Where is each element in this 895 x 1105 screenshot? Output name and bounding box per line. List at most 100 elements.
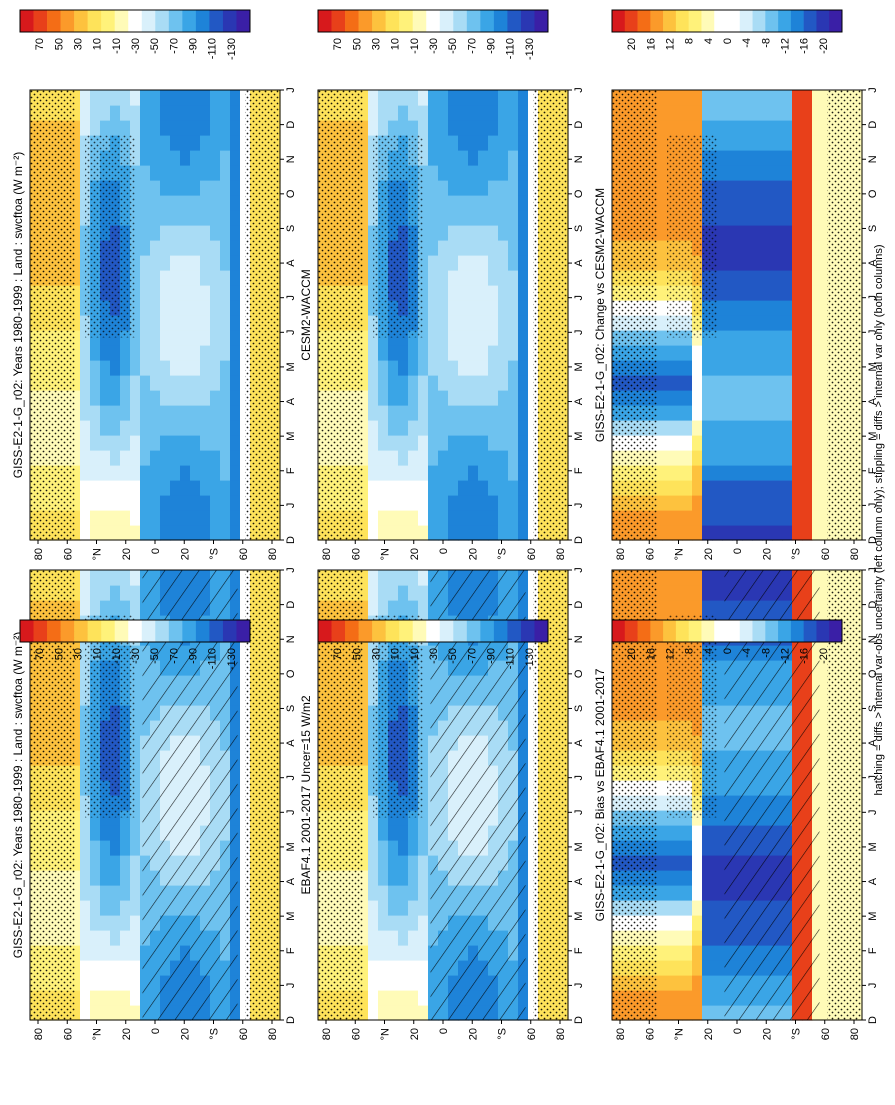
heat-cell <box>358 885 369 901</box>
time-tick-label: N <box>573 155 585 163</box>
heat-cell <box>358 300 369 316</box>
time-tick-label: N <box>867 635 879 643</box>
heat-cell <box>80 390 91 406</box>
heat-cell <box>100 390 111 406</box>
heat-cell <box>752 330 763 346</box>
heat-cell <box>812 285 823 301</box>
heat-cell <box>498 90 509 106</box>
lat-tick-label: °S <box>497 1028 509 1040</box>
heat-cell <box>662 480 673 496</box>
heat-cell <box>140 510 151 526</box>
colorbar-label: -110 <box>505 38 517 59</box>
heat-cell <box>722 510 733 526</box>
heat-cell <box>230 180 241 196</box>
heat-cell <box>772 495 783 511</box>
heat-cell <box>488 465 499 481</box>
heat-cell <box>230 450 241 466</box>
heat-cell <box>230 420 241 436</box>
heat-cell <box>110 510 121 526</box>
heat-cell <box>70 405 81 421</box>
heat-cell <box>488 345 499 361</box>
heat-cell <box>712 690 723 706</box>
heat-cell <box>230 300 241 316</box>
heat-cell <box>70 345 81 361</box>
heat-cell <box>812 120 823 136</box>
heat-cell <box>220 375 231 391</box>
heat-cell <box>732 240 743 256</box>
heat-cell <box>160 225 171 241</box>
heat-cell <box>70 105 81 121</box>
heat-cell <box>160 510 171 526</box>
colorbar-label: -20 <box>818 38 830 54</box>
heat-cell <box>652 585 663 601</box>
heat-cell <box>652 885 663 901</box>
heat-cell <box>398 855 409 871</box>
heat-cell <box>478 480 489 496</box>
heat-cell <box>772 210 783 226</box>
heat-cell <box>752 480 763 496</box>
heat-cell <box>200 525 211 541</box>
heat-cell <box>498 270 509 286</box>
colorbar-label: -12 <box>780 648 792 664</box>
heat-cell <box>80 360 91 376</box>
heat-cell <box>130 315 141 331</box>
colorbar-label: -130 <box>226 38 238 60</box>
lat-tick-label: 20 <box>121 1028 133 1040</box>
heat-cell <box>428 360 439 376</box>
heat-cell <box>210 345 221 361</box>
colorbar-frame <box>19 9 251 33</box>
heat-cell <box>682 825 693 841</box>
heat-cell <box>792 315 803 331</box>
heat-cell <box>488 525 499 541</box>
heat-cell <box>408 885 419 901</box>
lat-tick-label: 0 <box>150 1028 162 1034</box>
stipple-high-lat-n <box>318 90 363 540</box>
heat-cell <box>230 345 241 361</box>
heat-cell <box>792 150 803 166</box>
heat-cell <box>498 480 509 496</box>
heat-cell <box>190 345 201 361</box>
heat-cell <box>368 840 379 856</box>
heat-cell <box>762 345 773 361</box>
heat-cell <box>672 1005 683 1021</box>
heat-cell <box>130 255 141 271</box>
heat-cell <box>80 975 91 991</box>
heat-cell <box>652 210 663 226</box>
heat-cell <box>812 345 823 361</box>
heat-cell <box>712 240 723 256</box>
heat-cell <box>150 375 161 391</box>
heat-cell <box>150 270 161 286</box>
lat-tick-label: 60 <box>238 1028 250 1040</box>
heat-cell <box>508 480 519 496</box>
heat-cell <box>120 825 131 841</box>
heat-cell <box>812 405 823 421</box>
heat-cell <box>220 105 231 121</box>
heat-cell <box>752 210 763 226</box>
heat-cell <box>812 420 823 436</box>
heat-cell <box>742 135 753 151</box>
heat-cell <box>438 465 449 481</box>
lat-tick-label: 80 <box>321 1028 333 1040</box>
heat-cell <box>160 315 171 331</box>
heat-cell <box>90 375 101 391</box>
heat-cell <box>428 180 439 196</box>
heat-cell <box>652 360 663 376</box>
heat-cell <box>762 405 773 421</box>
heat-cell <box>652 660 663 676</box>
heat-cell <box>230 480 241 496</box>
heat-cell <box>682 585 693 601</box>
heat-cell <box>652 855 663 871</box>
heat-cell <box>772 375 783 391</box>
time-tick-label: J <box>867 503 879 509</box>
heat-cell <box>170 195 181 211</box>
colorbar-label: -30 <box>428 648 440 664</box>
heat-cell <box>732 105 743 121</box>
heat-cell <box>110 375 121 391</box>
heat-cell <box>110 480 121 496</box>
heat-cell <box>652 270 663 286</box>
heat-cell <box>140 390 151 406</box>
heat-cell <box>220 435 231 451</box>
heat-cell <box>388 975 399 991</box>
heat-cell <box>702 120 713 136</box>
hatching <box>430 570 526 1020</box>
